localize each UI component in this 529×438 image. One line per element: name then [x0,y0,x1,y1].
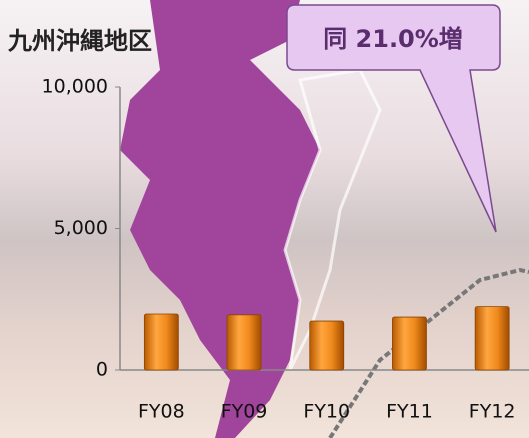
chart-title: 九州沖縄地区 [7,27,152,55]
chart: 九州沖縄地区 同 21.0%増 0 5,000 10,000 FY08 FY09 FY10… [0,0,529,438]
bar [310,321,344,370]
bar [392,317,426,370]
y-tick-label: 10,000 [42,76,108,98]
x-tick-label: FY10 [303,401,350,423]
x-tick-label: FY09 [221,401,268,423]
x-tick-label: FY12 [469,401,516,423]
x-tick-label: FY08 [138,401,185,423]
bar [227,315,261,370]
bar [475,307,509,370]
bar [144,314,178,370]
annotation: 同 21.0%増 [323,25,463,53]
y-tick-label: 5,000 [54,217,108,239]
y-tick-label: 0 [96,359,108,381]
x-tick-label: FY11 [386,401,433,423]
